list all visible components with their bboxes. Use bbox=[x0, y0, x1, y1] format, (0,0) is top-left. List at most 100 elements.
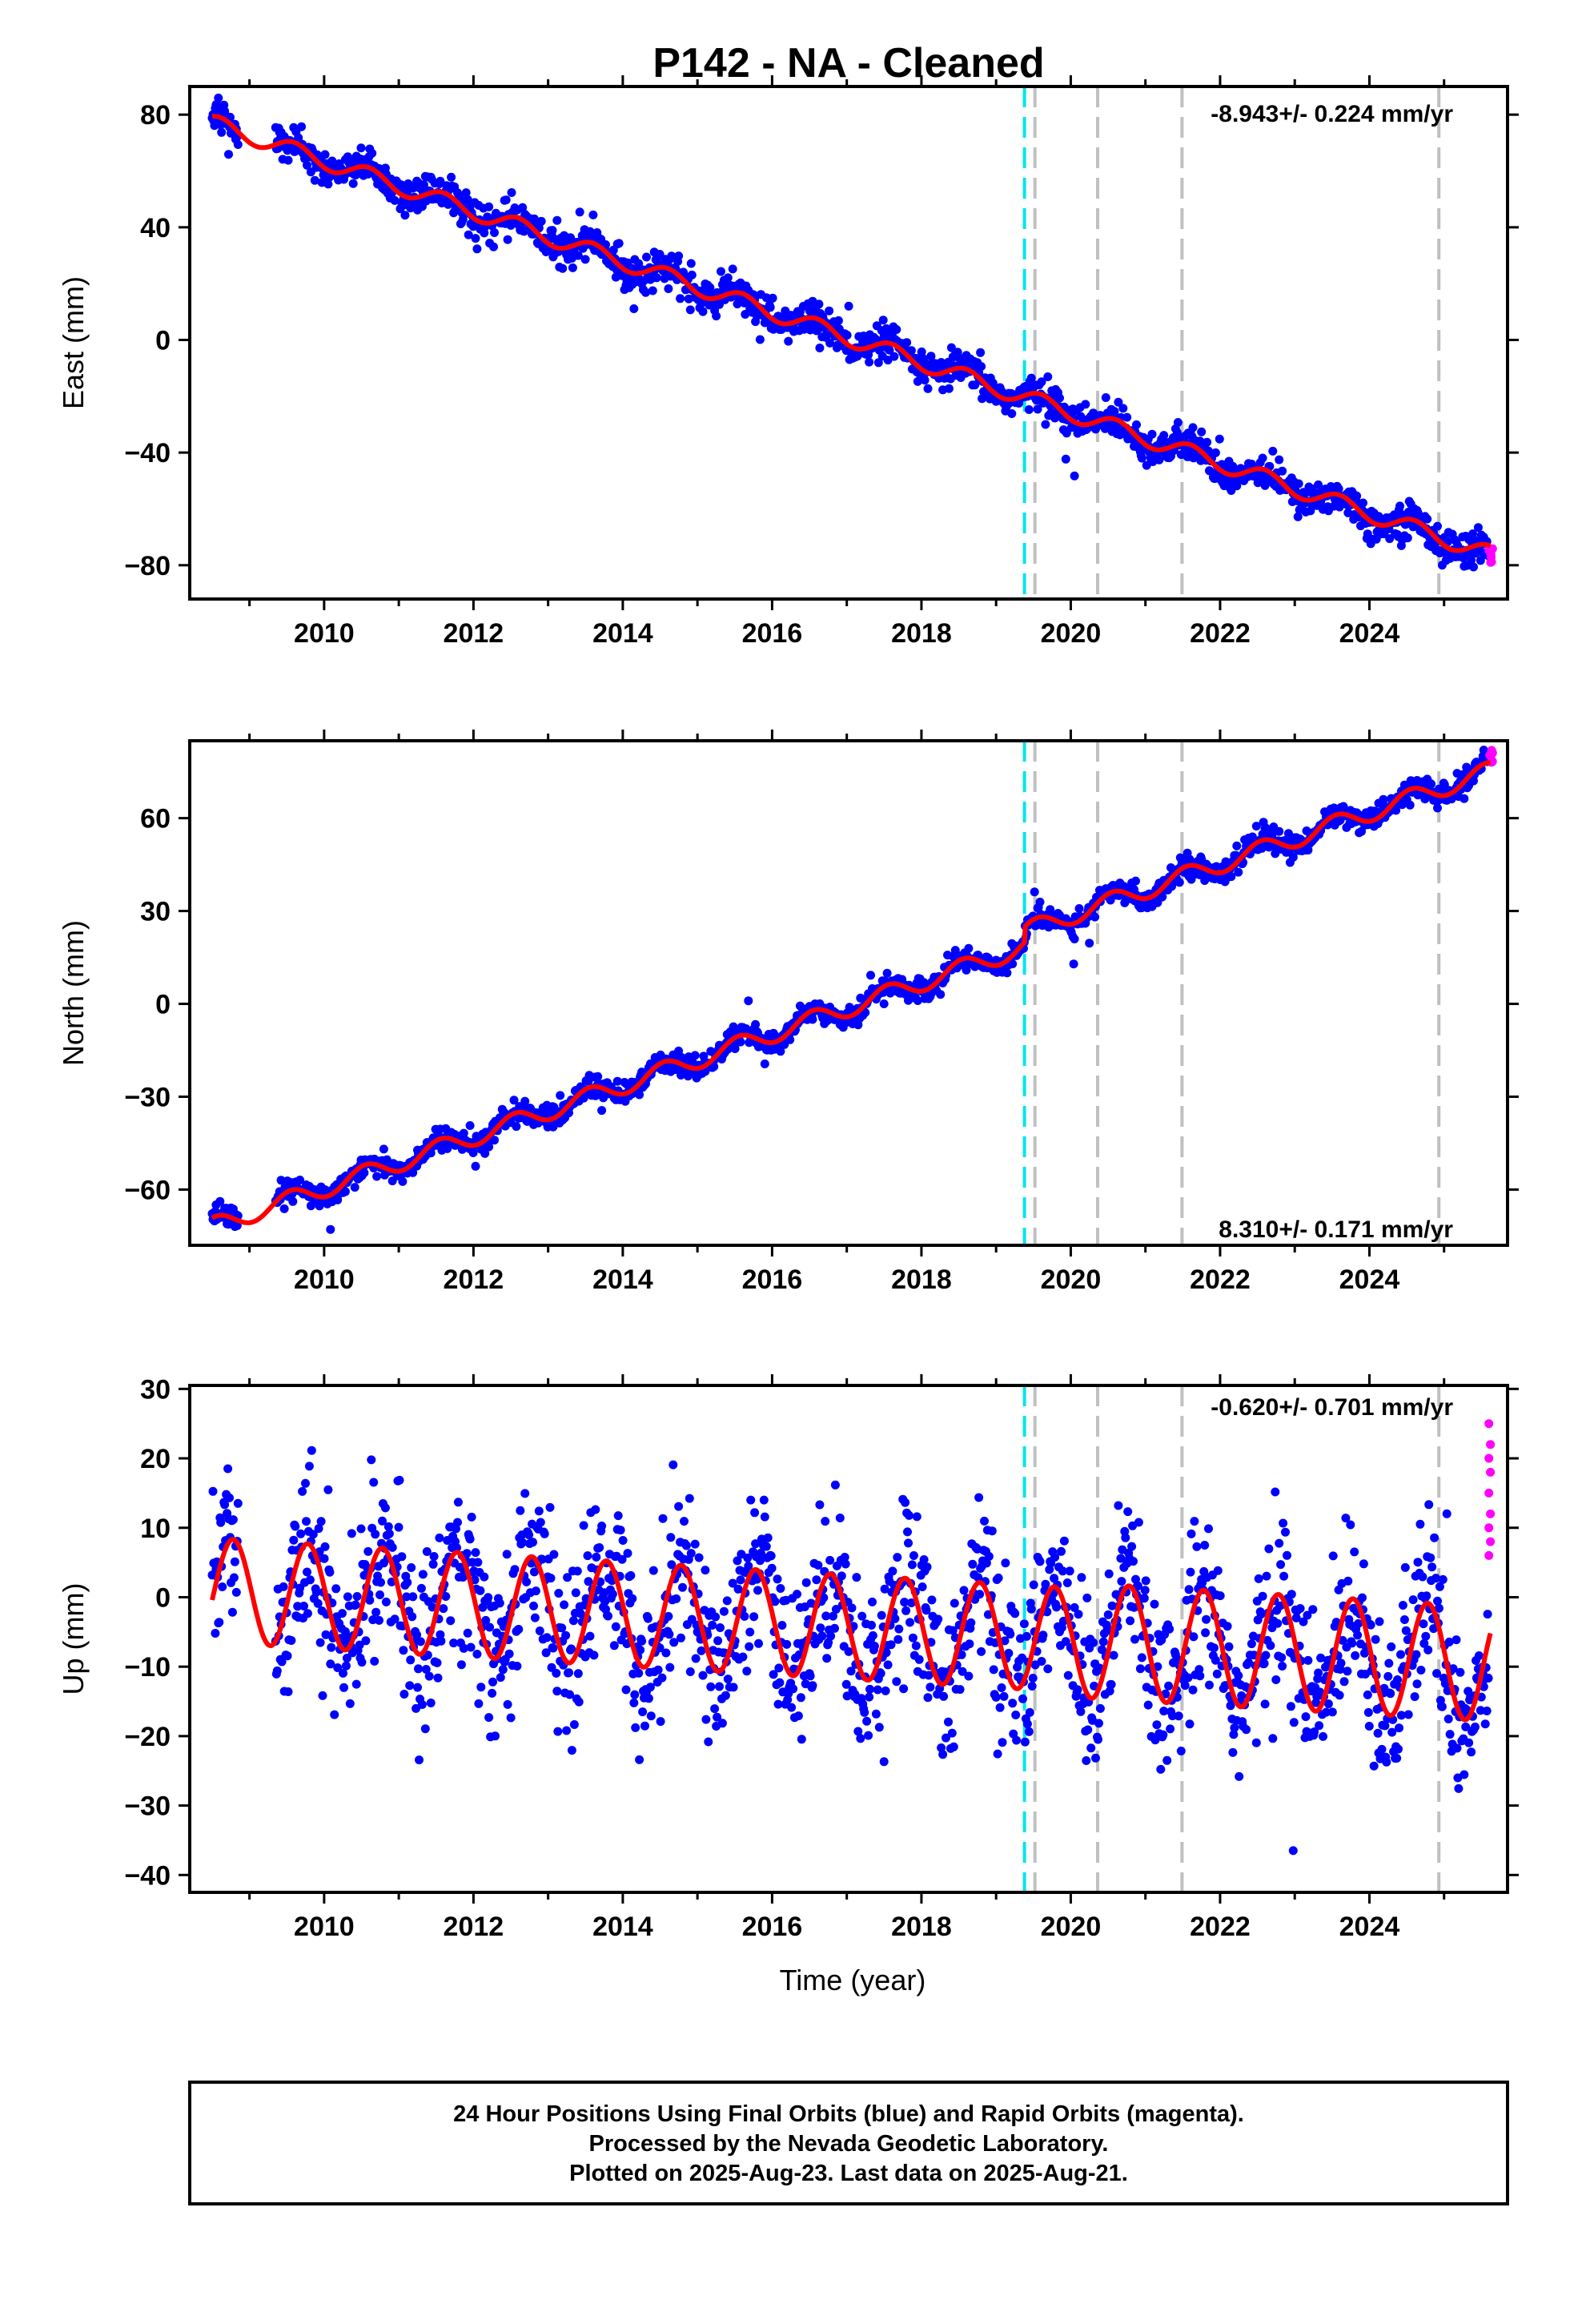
data-point bbox=[573, 1669, 583, 1679]
data-point bbox=[987, 1526, 997, 1536]
data-point bbox=[767, 1563, 777, 1573]
data-point bbox=[1364, 1722, 1374, 1731]
east-panel: 2010 2012 2014 2016 2018 2020 2022 202480400−40… bbox=[57, 75, 1519, 649]
data-point bbox=[865, 357, 874, 367]
data-point bbox=[490, 228, 499, 237]
data-point bbox=[453, 1518, 462, 1527]
data-point bbox=[1126, 1616, 1135, 1626]
data-point bbox=[976, 348, 986, 357]
data-point bbox=[717, 267, 725, 276]
data-point bbox=[822, 1654, 832, 1663]
data-point bbox=[1395, 1723, 1403, 1733]
data-point bbox=[535, 1626, 544, 1635]
data-point bbox=[1288, 1846, 1298, 1856]
data-point bbox=[1026, 1604, 1036, 1614]
model-fit-curve bbox=[210, 760, 1492, 1225]
data-point bbox=[416, 1637, 425, 1647]
data-point bbox=[955, 1685, 965, 1695]
data-point bbox=[708, 1620, 717, 1630]
data-point bbox=[1268, 1734, 1278, 1743]
data-point bbox=[911, 1641, 921, 1651]
rapid-point bbox=[1484, 1454, 1494, 1463]
data-point bbox=[1188, 423, 1198, 432]
data-point bbox=[1275, 455, 1284, 464]
x-tick-label: 2024 bbox=[1339, 618, 1400, 649]
data-point bbox=[485, 1622, 495, 1632]
data-point bbox=[1041, 420, 1050, 429]
data-point bbox=[208, 1486, 218, 1496]
data-point bbox=[1377, 1744, 1387, 1754]
data-point bbox=[1121, 1533, 1130, 1542]
data-point bbox=[303, 1609, 312, 1618]
data-point bbox=[773, 1574, 782, 1584]
data-point bbox=[228, 1515, 238, 1525]
data-point bbox=[1074, 904, 1084, 913]
data-point bbox=[435, 1533, 444, 1542]
data-point bbox=[944, 1717, 953, 1727]
data-point bbox=[1077, 1573, 1086, 1582]
data-point bbox=[1041, 1579, 1050, 1589]
data-point bbox=[356, 143, 366, 153]
y-tick-label: −60 bbox=[124, 1175, 171, 1205]
data-point bbox=[1281, 1527, 1290, 1537]
data-point bbox=[1037, 1657, 1046, 1666]
data-point bbox=[723, 1675, 733, 1684]
data-point bbox=[833, 316, 843, 325]
data-point bbox=[453, 1498, 463, 1507]
data-point bbox=[642, 252, 651, 262]
data-point bbox=[339, 1683, 348, 1692]
data-point bbox=[279, 1582, 288, 1591]
data-point bbox=[1011, 1711, 1021, 1719]
data-point bbox=[320, 150, 330, 159]
data-point bbox=[1421, 1631, 1431, 1641]
data-point bbox=[1303, 1655, 1313, 1665]
data-point bbox=[716, 1623, 725, 1632]
rapid-point bbox=[1484, 1419, 1494, 1429]
data-point bbox=[504, 1649, 514, 1659]
data-point bbox=[676, 294, 685, 304]
data-point bbox=[365, 1595, 375, 1605]
data-point bbox=[868, 1630, 877, 1640]
data-point bbox=[1358, 1593, 1367, 1602]
data-point bbox=[1399, 1615, 1409, 1624]
data-point bbox=[1038, 1630, 1048, 1640]
data-point bbox=[1224, 1642, 1234, 1651]
data-point bbox=[685, 305, 695, 315]
x-tick-label: 2016 bbox=[742, 1912, 803, 1942]
data-point bbox=[993, 1749, 1002, 1759]
data-point bbox=[1081, 400, 1090, 409]
data-point bbox=[736, 1575, 745, 1585]
data-point bbox=[1152, 1720, 1162, 1730]
data-point bbox=[1375, 1617, 1384, 1626]
data-point bbox=[701, 1566, 710, 1575]
data-point bbox=[793, 1590, 801, 1599]
data-point bbox=[1101, 393, 1110, 402]
data-point bbox=[432, 1658, 442, 1667]
data-point bbox=[1001, 1558, 1010, 1568]
data-point bbox=[901, 1606, 911, 1615]
data-point bbox=[466, 1642, 476, 1652]
data-point bbox=[528, 1538, 537, 1547]
data-point bbox=[534, 1506, 544, 1516]
data-point bbox=[666, 1533, 676, 1542]
rapid-orbit-points bbox=[1484, 1419, 1496, 1560]
data-point bbox=[984, 1552, 994, 1561]
data-point bbox=[1197, 427, 1207, 436]
y-tick-label: −40 bbox=[124, 438, 171, 468]
data-point bbox=[1289, 1718, 1299, 1727]
data-point bbox=[750, 1508, 760, 1518]
data-point bbox=[1037, 377, 1046, 387]
data-point bbox=[1442, 1509, 1452, 1518]
data-point bbox=[580, 255, 590, 264]
data-point bbox=[1386, 1689, 1395, 1699]
data-point bbox=[1114, 397, 1123, 407]
data-point bbox=[1460, 1770, 1469, 1779]
data-point bbox=[1130, 1634, 1139, 1644]
data-point bbox=[397, 1552, 407, 1562]
data-point bbox=[893, 1553, 902, 1562]
data-point bbox=[761, 1542, 771, 1551]
data-point bbox=[597, 1522, 607, 1530]
data-point bbox=[964, 1671, 974, 1681]
data-point bbox=[495, 1598, 504, 1608]
data-point bbox=[674, 251, 684, 261]
